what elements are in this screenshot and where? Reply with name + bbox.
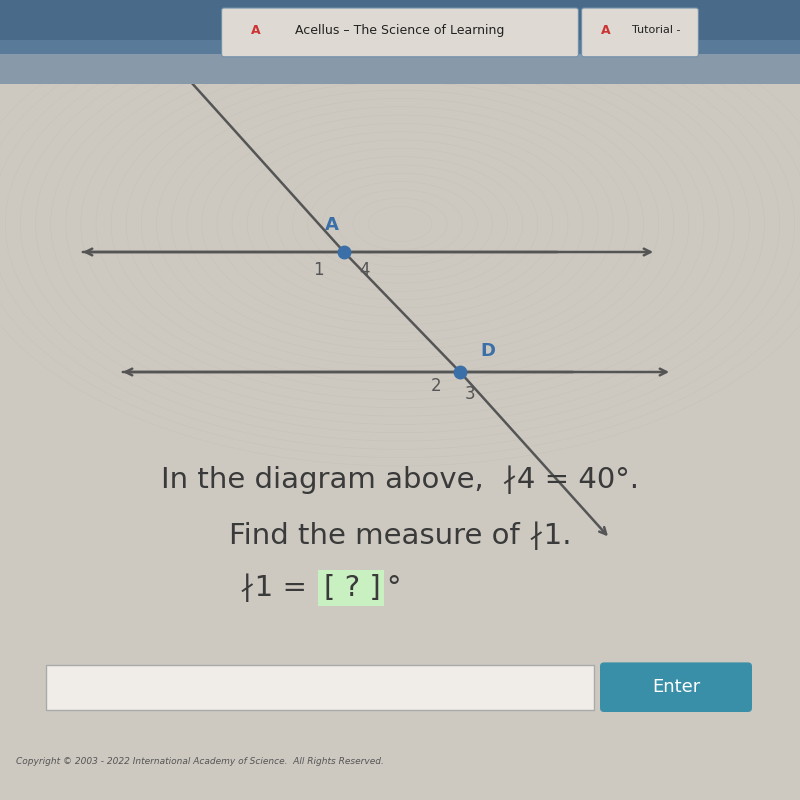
Text: A: A xyxy=(251,24,261,37)
Text: Acellus – The Science of Learning: Acellus – The Science of Learning xyxy=(295,24,505,37)
Text: 2: 2 xyxy=(430,378,442,395)
FancyBboxPatch shape xyxy=(46,665,594,710)
Text: °: ° xyxy=(386,574,401,602)
Text: 1: 1 xyxy=(313,261,324,278)
Text: Enter: Enter xyxy=(652,678,700,696)
Text: A: A xyxy=(601,24,610,37)
Text: Find the measure of ∤1.: Find the measure of ∤1. xyxy=(229,522,571,550)
Text: In the diagram above,  ∤4 = 40°.: In the diagram above, ∤4 = 40°. xyxy=(161,466,639,494)
Text: D: D xyxy=(480,342,495,360)
Text: Tutorial -: Tutorial - xyxy=(632,26,681,35)
FancyBboxPatch shape xyxy=(222,8,578,57)
Text: 4: 4 xyxy=(358,261,370,278)
Text: 3: 3 xyxy=(464,386,475,403)
Text: A: A xyxy=(325,216,339,234)
FancyBboxPatch shape xyxy=(0,0,800,44)
FancyBboxPatch shape xyxy=(0,40,800,56)
FancyBboxPatch shape xyxy=(582,8,698,57)
FancyBboxPatch shape xyxy=(318,570,384,606)
Text: Copyright © 2003 - 2022 International Academy of Science.  All Rights Reserved.: Copyright © 2003 - 2022 International Ac… xyxy=(16,757,384,766)
Text: [ ? ]: [ ? ] xyxy=(324,574,380,602)
FancyBboxPatch shape xyxy=(600,662,752,712)
FancyBboxPatch shape xyxy=(0,54,800,84)
Text: ∤1 =: ∤1 = xyxy=(240,574,316,602)
